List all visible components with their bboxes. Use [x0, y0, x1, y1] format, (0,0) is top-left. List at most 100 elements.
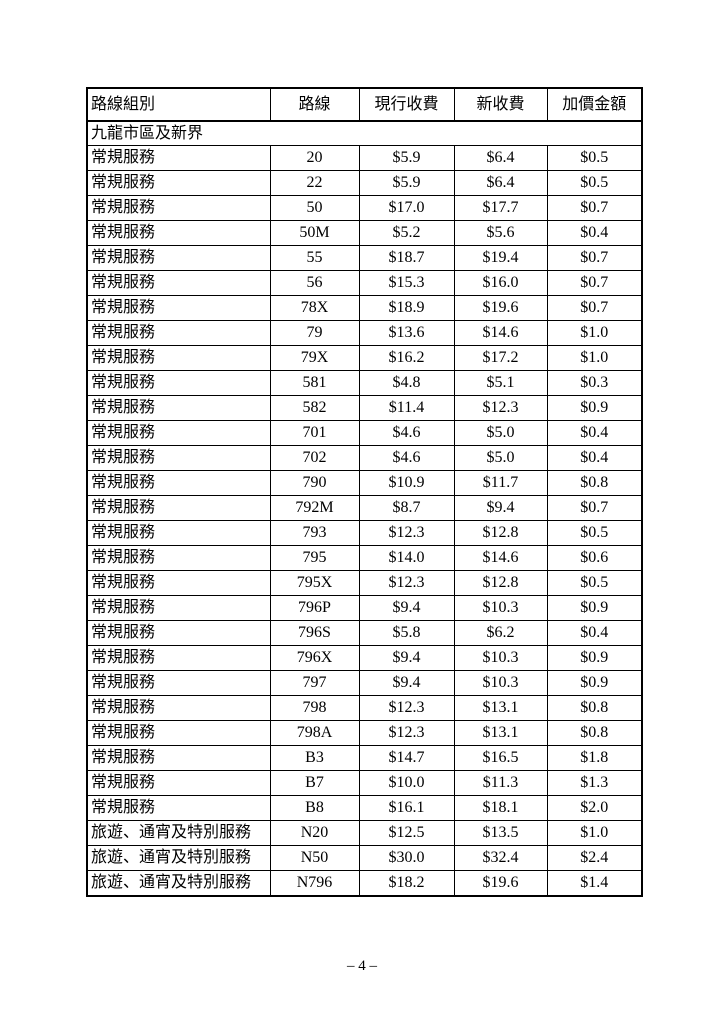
cell-current-fare: $12.3 [358, 720, 455, 746]
cell-increase: $0.4 [546, 220, 643, 246]
cell-current-fare: $12.3 [358, 520, 455, 546]
cell-current-fare: $4.8 [358, 370, 455, 396]
cell-current-fare: $10.9 [358, 470, 455, 496]
table-row: 常規服務 798A $12.3 $13.1 $0.8 [86, 720, 643, 746]
cell-current-fare: $5.9 [358, 145, 455, 171]
cell-route-group: 常規服務 [86, 570, 271, 596]
cell-route-group: 常規服務 [86, 670, 271, 696]
cell-route-group: 常規服務 [86, 745, 271, 771]
cell-new-fare: $5.0 [453, 445, 548, 471]
cell-increase: $0.9 [546, 645, 643, 671]
table-row: 常規服務 20 $5.9 $6.4 $0.5 [86, 145, 643, 171]
cell-route: 792M [269, 495, 360, 521]
cell-route: N796 [269, 870, 360, 897]
cell-route: 22 [269, 170, 360, 196]
cell-increase: $0.8 [546, 695, 643, 721]
header-new-fare: 新收費 [453, 87, 548, 122]
table-row: 常規服務 56 $15.3 $16.0 $0.7 [86, 270, 643, 296]
cell-increase: $0.7 [546, 245, 643, 271]
cell-current-fare: $4.6 [358, 420, 455, 446]
cell-current-fare: $12.3 [358, 570, 455, 596]
section-row: 九龍市區及新界 [86, 120, 643, 146]
cell-current-fare: $5.8 [358, 620, 455, 646]
table-row: 常規服務 22 $5.9 $6.4 $0.5 [86, 170, 643, 196]
cell-route: 50M [269, 220, 360, 246]
cell-increase: $1.0 [546, 345, 643, 371]
cell-route-group: 旅遊、通宵及特別服務 [86, 820, 271, 846]
table-row: 常規服務 B3 $14.7 $16.5 $1.8 [86, 745, 643, 771]
table-row: 旅遊、通宵及特別服務 N796 $18.2 $19.6 $1.4 [86, 870, 643, 897]
cell-current-fare: $12.3 [358, 695, 455, 721]
cell-route-group: 常規服務 [86, 720, 271, 746]
cell-current-fare: $5.2 [358, 220, 455, 246]
cell-route: 20 [269, 145, 360, 171]
cell-new-fare: $13.1 [453, 720, 548, 746]
cell-new-fare: $11.3 [453, 770, 548, 796]
cell-current-fare: $15.3 [358, 270, 455, 296]
cell-increase: $0.9 [546, 395, 643, 421]
cell-route-group: 常規服務 [86, 645, 271, 671]
cell-route-group: 常規服務 [86, 195, 271, 221]
table-row: 常規服務 796S $5.8 $6.2 $0.4 [86, 620, 643, 646]
cell-route-group: 常規服務 [86, 245, 271, 271]
cell-current-fare: $11.4 [358, 395, 455, 421]
cell-new-fare: $5.6 [453, 220, 548, 246]
cell-new-fare: $11.7 [453, 470, 548, 496]
header-current-fare: 現行收費 [358, 87, 455, 122]
cell-route-group: 常規服務 [86, 145, 271, 171]
cell-route-group: 常規服務 [86, 320, 271, 346]
table-row: 常規服務 795X $12.3 $12.8 $0.5 [86, 570, 643, 596]
cell-increase: $0.5 [546, 170, 643, 196]
cell-route-group: 常規服務 [86, 370, 271, 396]
cell-increase: $1.8 [546, 745, 643, 771]
cell-current-fare: $9.4 [358, 645, 455, 671]
table-row: 常規服務 797 $9.4 $10.3 $0.9 [86, 670, 643, 696]
cell-increase: $0.9 [546, 670, 643, 696]
cell-route-group: 常規服務 [86, 395, 271, 421]
cell-route: B7 [269, 770, 360, 796]
cell-increase: $0.7 [546, 195, 643, 221]
cell-increase: $0.8 [546, 470, 643, 496]
cell-route: 795X [269, 570, 360, 596]
fare-table: 路線組別 路線 現行收費 新收費 加價金額 九龍市區及新界 常規服務 20 $5.9… [86, 87, 643, 897]
cell-new-fare: $13.5 [453, 820, 548, 846]
cell-route: 582 [269, 395, 360, 421]
cell-current-fare: $9.4 [358, 595, 455, 621]
table-row: 常規服務 701 $4.6 $5.0 $0.4 [86, 420, 643, 446]
table-row: 常規服務 795 $14.0 $14.6 $0.6 [86, 545, 643, 571]
cell-route: 78X [269, 295, 360, 321]
cell-increase: $0.8 [546, 720, 643, 746]
cell-increase: $0.7 [546, 270, 643, 296]
cell-route: 702 [269, 445, 360, 471]
table-row: 常規服務 55 $18.7 $19.4 $0.7 [86, 245, 643, 271]
cell-route: B8 [269, 795, 360, 821]
cell-current-fare: $16.1 [358, 795, 455, 821]
cell-increase: $0.6 [546, 545, 643, 571]
cell-route-group: 常規服務 [86, 220, 271, 246]
cell-new-fare: $10.3 [453, 595, 548, 621]
cell-new-fare: $10.3 [453, 645, 548, 671]
cell-increase: $1.0 [546, 320, 643, 346]
cell-route-group: 旅遊、通宵及特別服務 [86, 870, 271, 897]
table-row: 常規服務 78X $18.9 $19.6 $0.7 [86, 295, 643, 321]
cell-increase: $1.0 [546, 820, 643, 846]
cell-route: 50 [269, 195, 360, 221]
cell-current-fare: $14.0 [358, 545, 455, 571]
cell-current-fare: $8.7 [358, 495, 455, 521]
cell-route: 581 [269, 370, 360, 396]
cell-increase: $0.7 [546, 495, 643, 521]
table-row: 常規服務 790 $10.9 $11.7 $0.8 [86, 470, 643, 496]
section-title: 九龍市區及新界 [86, 120, 643, 146]
cell-route: 798A [269, 720, 360, 746]
cell-route: 793 [269, 520, 360, 546]
cell-increase: $1.3 [546, 770, 643, 796]
cell-current-fare: $9.4 [358, 670, 455, 696]
cell-route: 79 [269, 320, 360, 346]
cell-new-fare: $12.3 [453, 395, 548, 421]
cell-route-group: 常規服務 [86, 770, 271, 796]
cell-new-fare: $6.4 [453, 170, 548, 196]
cell-current-fare: $13.6 [358, 320, 455, 346]
cell-new-fare: $19.6 [453, 295, 548, 321]
cell-increase: $2.4 [546, 845, 643, 871]
cell-new-fare: $14.6 [453, 320, 548, 346]
